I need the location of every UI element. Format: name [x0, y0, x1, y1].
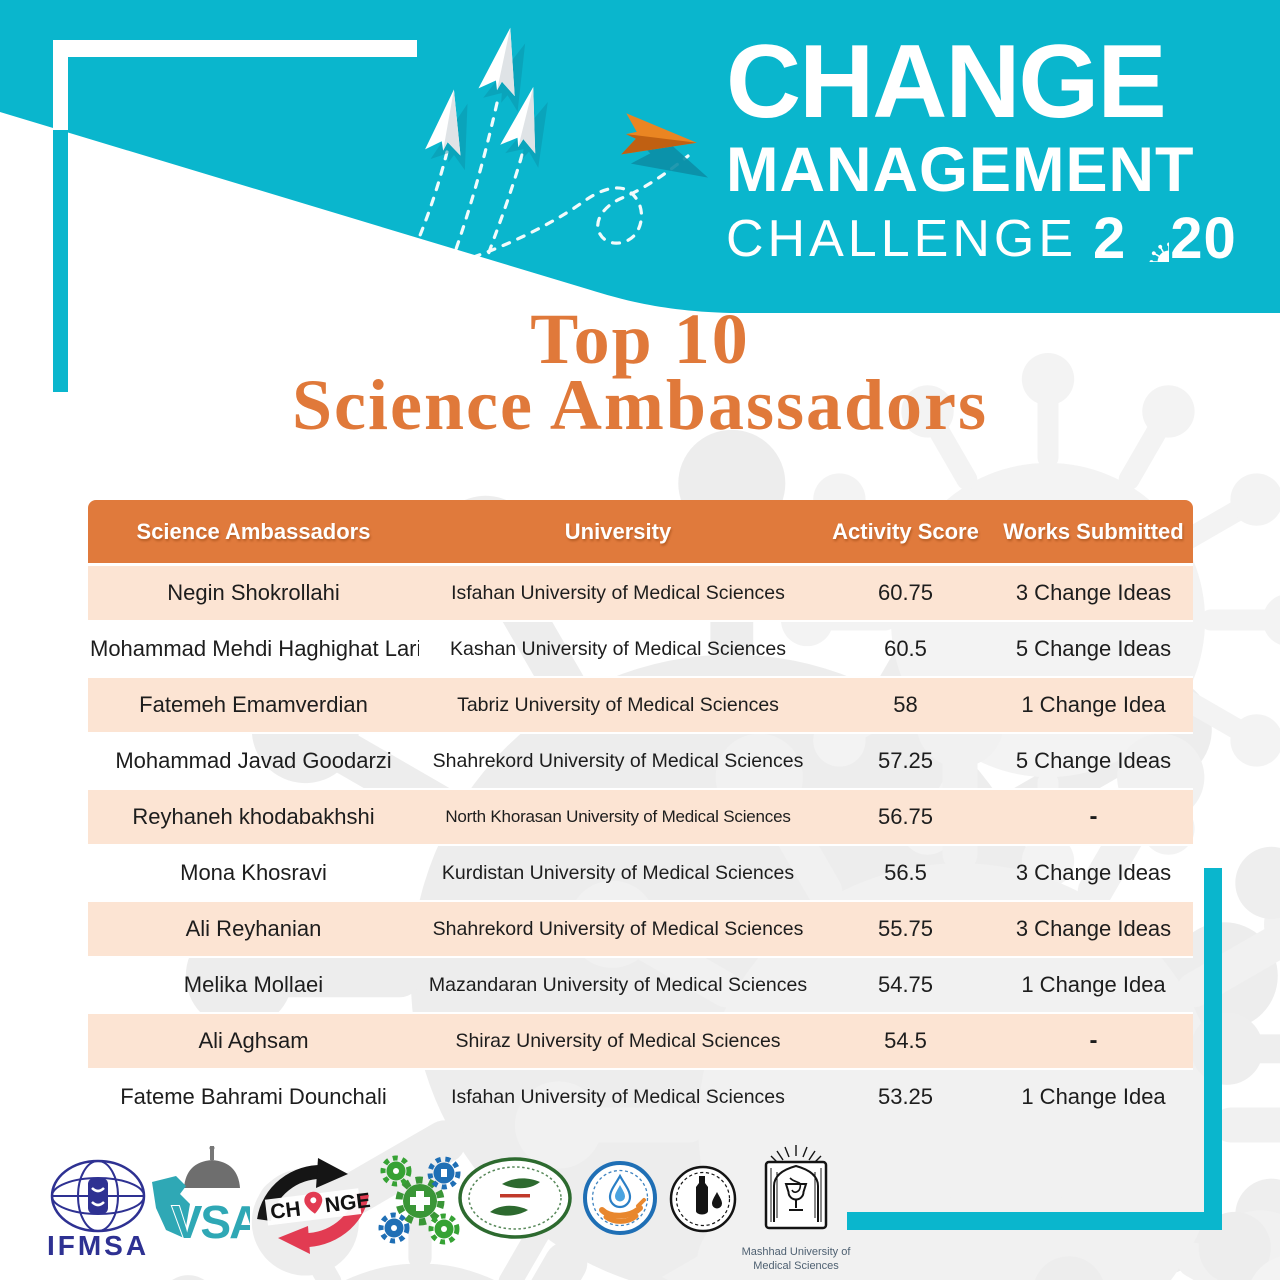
works-submitted-cell: 1 Change Idea — [994, 958, 1193, 1014]
blue-waterdrop-logo — [583, 1161, 657, 1235]
banner-title-challenge-2020: CHALLENGE 2 20 — [726, 205, 1237, 272]
ambassador-name-cell: Fateme Bahrami Dounchali — [120, 1084, 387, 1109]
table-row: Fatemeh Emamverdian Tabriz University of … — [88, 678, 1193, 734]
vsa-logo: VSA — [152, 1146, 250, 1249]
table-header-row: Science Ambassadors University Activity Sc… — [88, 500, 1193, 566]
activity-score-cell: 60.5 — [817, 622, 994, 678]
ambassador-name-cell: Melika Mollaei — [88, 958, 419, 1014]
column-header: Science Ambassadors — [88, 500, 419, 566]
bottom-right-corner-bracket — [847, 868, 1222, 1230]
table-row: Mona Khosravi Kurdistan University of Med… — [88, 846, 1193, 902]
banner-title-change: CHANGE — [726, 24, 1167, 140]
activity-score-cell: 53.25 — [877, 1084, 934, 1109]
activity-score-cell: 56.75 — [817, 790, 994, 846]
university-cell: Shahrekord University of Medical Science… — [419, 902, 817, 958]
ambassador-name-cell: Negin Shokrollahi — [88, 566, 419, 622]
table-row: Negin Shokrollahi Isfahan University of M… — [88, 566, 1193, 622]
mashhad-university-logo — [764, 1145, 828, 1230]
university-cell: Isfahan University of Medical Sciences — [451, 1085, 785, 1108]
ambassador-name-cell: Mona Khosravi — [88, 846, 419, 902]
activity-score-cell: 56.5 — [817, 846, 994, 902]
table-row: Mohammad Javad Goodarzi Shahrekord Univer… — [88, 734, 1193, 790]
university-cell: Shahrekord University of Medical Science… — [419, 734, 817, 790]
table-row: Mohammad Mehdi Haghighat Lari Kashan Univ… — [88, 622, 1193, 678]
banner-background — [0, 0, 1280, 313]
bw-bottle-logo — [669, 1165, 737, 1233]
university-cell: Isfahan University of Medical Sciences — [419, 566, 817, 622]
works-submitted-cell: 3 Change Ideas — [994, 566, 1193, 622]
works-submitted-cell: 3 Change Ideas — [994, 902, 1193, 958]
activity-score-cell: 57.25 — [817, 734, 994, 790]
table-row: Reyhaneh khodabakhshi North Khorasan Univ… — [88, 790, 1193, 846]
column-header: Activity Score — [817, 500, 994, 566]
table-header-row: Science Ambassadors University Activity Sc… — [88, 500, 1193, 566]
ambassador-name-cell: Ali Reyhanian — [88, 902, 419, 958]
ambassadors-table: Science Ambassadors University Activity Sc… — [88, 500, 1193, 1124]
mashhad-university-caption: Mashhad University of Medical Sciences — [741, 1246, 851, 1272]
activity-score-cell: 54.5 — [817, 1014, 994, 1070]
ambassador-name-cell: Fatemeh Emamverdian — [88, 678, 419, 734]
table-row: Ali Reyhanian Shahrekord University of Me… — [88, 902, 1193, 958]
virus-zero-icon — [1127, 220, 1169, 262]
ambassador-name-cell: Ali Aghsam — [88, 1014, 419, 1070]
banner-challenge-word: CHALLENGE — [726, 209, 1077, 268]
table-row: Fateme Bahrami Dounchali Isfahan Universi… — [88, 1070, 1193, 1124]
column-header: Works Submitted — [994, 500, 1193, 566]
green-oval-logo — [458, 1157, 572, 1239]
change-label-right: NGE — [324, 1189, 372, 1217]
works-submitted-cell: 5 Change Ideas — [994, 622, 1193, 678]
vsa-label: VSA — [172, 1196, 250, 1248]
ifmsa-label: IFMSA — [46, 1230, 150, 1261]
ambassador-name-cell: Mohammad Mehdi Haghighat Lari — [88, 622, 419, 678]
page-title: Top 10 Science Ambassadors — [0, 299, 1280, 445]
plane-trails — [417, 101, 690, 264]
university-cell: Mazandaran University of Medical Science… — [419, 958, 817, 1014]
university-cell: Kashan University of Medical Sciences — [419, 622, 817, 678]
university-cell: North Khorasan University of Medical Sci… — [419, 790, 817, 846]
banner-year: 2 20 — [1093, 205, 1237, 272]
works-submitted-cell: 1 Change Idea — [1021, 1084, 1166, 1109]
works-submitted-cell: 3 Change Ideas — [994, 846, 1193, 902]
activity-score-cell: 54.75 — [817, 958, 994, 1014]
change-label-left: CH — [269, 1197, 302, 1224]
top-left-corner-bracket — [53, 40, 417, 392]
page-title-line1: Top 10 — [530, 299, 750, 379]
ambassador-name-cell: Mohammad Javad Goodarzi — [88, 734, 419, 790]
works-submitted-cell: - — [994, 790, 1193, 846]
page-title-line2: Science Ambassadors — [291, 365, 989, 445]
activity-score-cell: 55.75 — [817, 902, 994, 958]
works-submitted-cell: - — [994, 1014, 1193, 1070]
works-submitted-cell: 5 Change Ideas — [994, 734, 1193, 790]
works-submitted-cell: 1 Change Idea — [994, 678, 1193, 734]
ambassador-name-cell: Reyhaneh khodabakhshi — [88, 790, 419, 846]
change-logo: CH NGE — [257, 1158, 372, 1254]
activity-score-cell: 60.75 — [817, 566, 994, 622]
table-row: Melika Mollaei Mazandaran University of M… — [88, 958, 1193, 1014]
activity-score-cell: 58 — [817, 678, 994, 734]
banner-graphics — [0, 0, 1280, 392]
university-cell: Shiraz University of Medical Sciences — [419, 1014, 817, 1070]
gears-health-logo — [378, 1155, 461, 1245]
ifmsa-logo — [50, 1159, 146, 1233]
university-cell: Tabriz University of Medical Sciences — [419, 678, 817, 734]
banner-title-management: MANAGEMENT — [726, 135, 1195, 205]
table-body: Negin Shokrollahi Isfahan University of M… — [88, 566, 1193, 1124]
university-cell: Kurdistan University of Medical Sciences — [419, 846, 817, 902]
table-row: Ali Aghsam Shiraz University of Medical S… — [88, 1014, 1193, 1070]
column-header: University — [419, 500, 817, 566]
